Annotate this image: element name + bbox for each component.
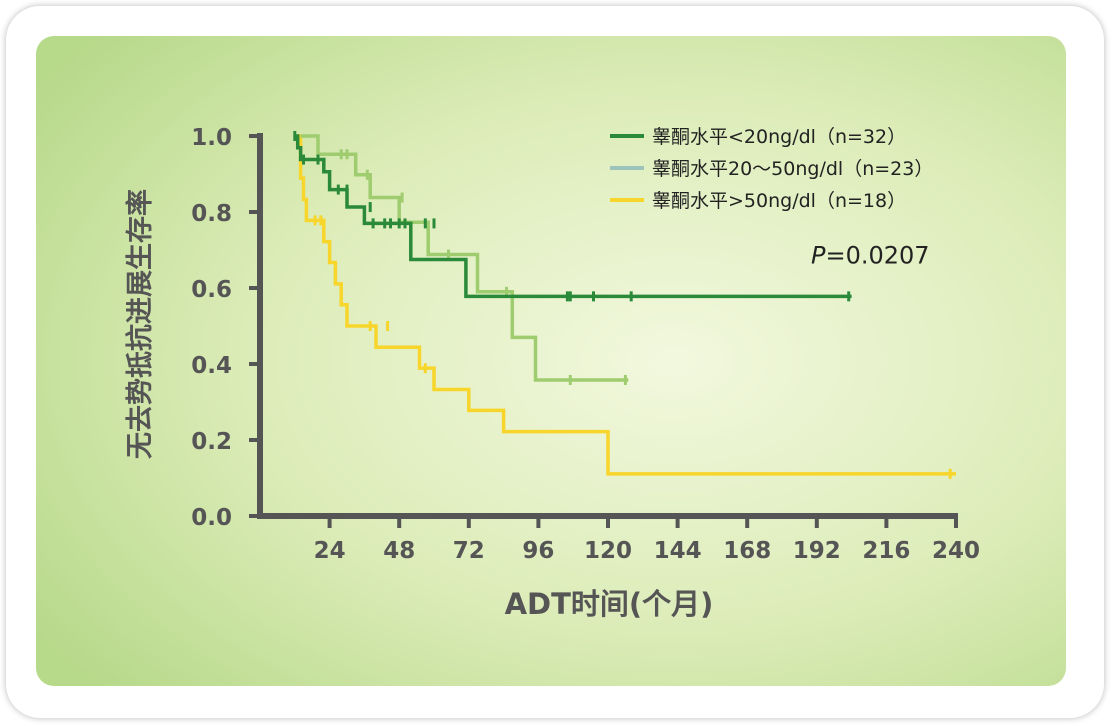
x-axis-title: ADT时间(个月) bbox=[505, 587, 714, 621]
chart-background bbox=[36, 36, 1066, 686]
x-tick-label: 240 bbox=[932, 538, 980, 564]
chart-panel: 0.0 0.2 0.4 0.6 0.8 1.0 24 48 72 96 120 144 168 192 2… bbox=[36, 36, 1066, 686]
x-tick-label: 168 bbox=[723, 538, 771, 564]
legend-label-3: 睾酮水平>50ng/dl（n=18） bbox=[652, 190, 906, 212]
x-tick-label: 96 bbox=[522, 538, 554, 564]
x-axis-ticks: 24 48 72 96 120 144 168 192 216 240 bbox=[314, 516, 980, 564]
legend-label-2: 睾酮水平20～50ng/dl（n=23） bbox=[652, 158, 933, 180]
survival-chart: 0.00.20.40.60.81.0 24 48 72 96 120 144 168 192 2… bbox=[36, 36, 1066, 686]
series-line-3 bbox=[294, 134, 956, 476]
series-line-2 bbox=[300, 134, 629, 382]
x-tick-label: 72 bbox=[453, 538, 485, 564]
y-axis-ticks: 0.0 0.2 0.4 0.6 0.8 1.0 bbox=[191, 125, 260, 531]
x-tick-label: 24 bbox=[314, 538, 346, 564]
p-value-annotation: P=0.0207 bbox=[811, 241, 930, 269]
y-tick-label: 0.2 bbox=[191, 429, 232, 455]
y-tick-label: 0.8 bbox=[191, 201, 232, 227]
x-tick-label: 48 bbox=[383, 538, 415, 564]
series-layer bbox=[293, 131, 956, 479]
y-tick-label: 0.6 bbox=[191, 277, 232, 303]
figure-card: 0.0 0.2 0.4 0.6 0.8 1.0 24 48 72 96 120 144 168 192 2… bbox=[6, 6, 1104, 718]
x-tick-label: 144 bbox=[654, 538, 702, 564]
legend-label-1: 睾酮水平<20ng/dl（n=32） bbox=[652, 126, 906, 148]
x-tick-label: 192 bbox=[793, 538, 841, 564]
x-tick-label: 216 bbox=[862, 538, 910, 564]
x-tick-label: 120 bbox=[584, 538, 632, 564]
y-axis-title: 无去势抵抗进展生存率 bbox=[124, 189, 156, 459]
p-value-text: =0.0207 bbox=[825, 241, 929, 269]
p-value-label: P bbox=[811, 241, 826, 269]
y-tick-label: 0.0 bbox=[191, 505, 232, 531]
y-tick-label: 1.0 bbox=[191, 125, 232, 151]
y-tick-label: 0.4 bbox=[191, 353, 232, 379]
legend: 睾酮水平<20ng/dl（n=32） 睾酮水平20～50ng/dl（n=23） 睾酮… bbox=[610, 126, 933, 212]
